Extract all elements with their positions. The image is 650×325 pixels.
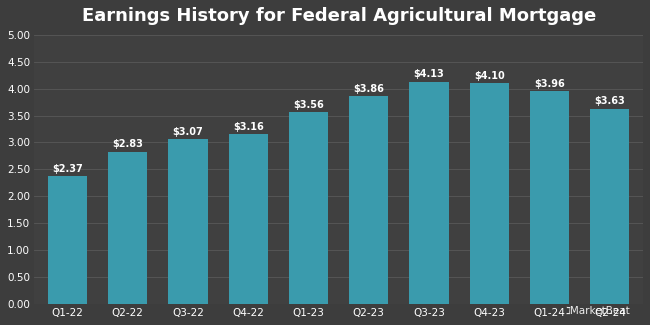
Text: $2.83: $2.83 [112, 139, 143, 150]
Text: $3.86: $3.86 [354, 84, 384, 94]
Bar [590, 109, 629, 304]
Title: Earnings History for Federal Agricultural Mortgage: Earnings History for Federal Agricultura… [81, 7, 596, 25]
Bar [48, 176, 87, 304]
Text: $3.07: $3.07 [172, 126, 203, 136]
Text: $3.63: $3.63 [595, 97, 625, 106]
Text: $3.96: $3.96 [534, 79, 565, 89]
Bar [410, 82, 448, 304]
Bar [289, 112, 328, 304]
Bar [168, 139, 207, 304]
Text: $3.16: $3.16 [233, 122, 264, 132]
Text: $2.37: $2.37 [52, 164, 83, 174]
Text: $4.10: $4.10 [474, 71, 504, 81]
Text: $4.13: $4.13 [413, 70, 445, 80]
Bar [229, 134, 268, 304]
Bar [470, 83, 509, 304]
Bar [530, 91, 569, 304]
Bar [349, 96, 389, 304]
Text: ℷMarketBeat: ℷMarketBeat [566, 305, 630, 315]
Bar [108, 151, 148, 304]
Text: $3.56: $3.56 [293, 100, 324, 110]
